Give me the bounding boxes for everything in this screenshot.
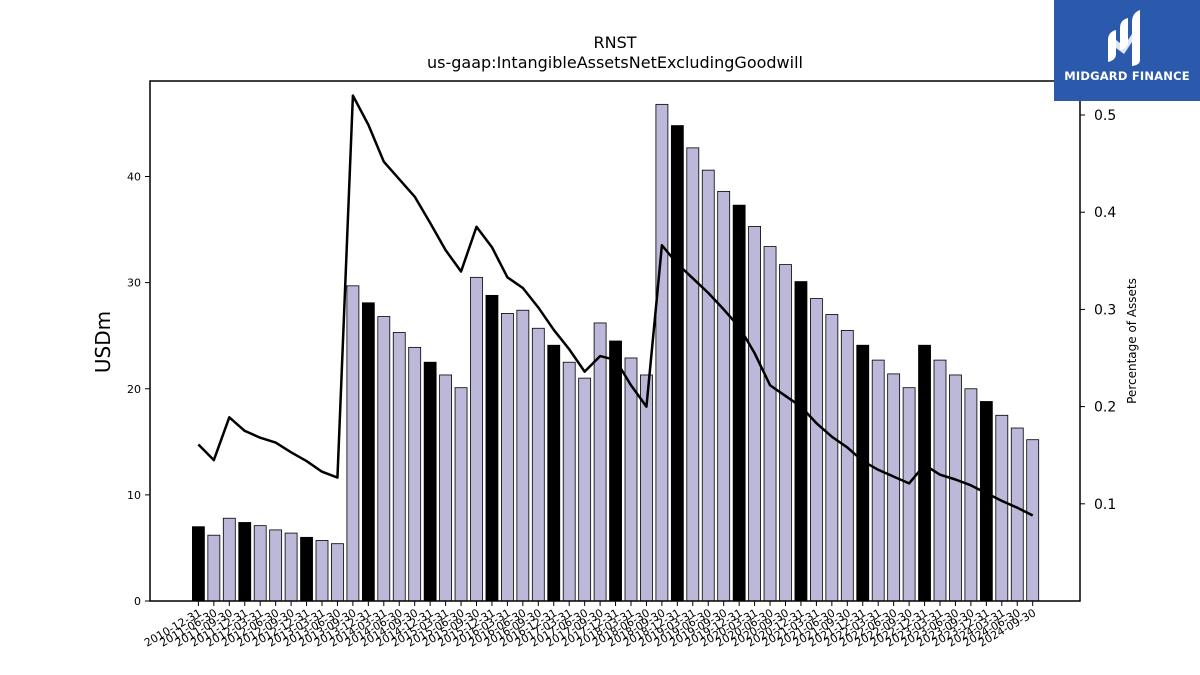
bar	[578, 377, 592, 602]
bar	[686, 147, 700, 602]
bar	[779, 264, 792, 602]
y2-axis-ticks: 0.1 0.2 0.3 0.4 0.5	[1080, 108, 1116, 513]
bar	[377, 316, 391, 602]
bar	[701, 169, 715, 602]
bar	[408, 346, 422, 602]
bar	[717, 190, 731, 602]
bar	[1010, 427, 1024, 602]
bar	[207, 534, 221, 602]
bar	[949, 374, 962, 602]
bar	[655, 103, 669, 602]
chart-subtitle: us-gaap:IntangibleAssetsNetExcludingGood…	[427, 53, 803, 72]
bar	[222, 517, 236, 602]
y-tick-label: 20	[127, 383, 141, 396]
logo-mark-icon	[1108, 10, 1140, 66]
bar	[856, 344, 870, 602]
y-axis-ticks: 0 10 20 30 40	[127, 171, 150, 608]
y-tick-label: 30	[127, 277, 141, 290]
bar	[933, 359, 947, 602]
bar	[439, 374, 453, 602]
bar	[331, 543, 344, 602]
bar	[284, 532, 298, 602]
bar	[995, 414, 1009, 602]
y2-tick-label: 0.1	[1094, 497, 1116, 513]
y2-tick-label: 0.4	[1094, 205, 1116, 221]
line-series-path	[197, 94, 1034, 517]
bar	[979, 401, 993, 602]
bar	[810, 298, 823, 602]
bar	[300, 536, 313, 602]
line-series	[197, 94, 1034, 517]
bar	[964, 388, 978, 602]
y2-tick-label: 0.5	[1094, 108, 1116, 124]
axes	[149, 80, 1081, 602]
bar	[423, 361, 437, 602]
bar	[887, 373, 901, 602]
bar	[238, 522, 252, 602]
bar	[516, 309, 530, 602]
bar	[485, 294, 499, 602]
plot-frame	[149, 80, 1081, 602]
bar	[315, 540, 329, 602]
chart-title: RNST	[593, 33, 636, 52]
bar	[640, 374, 653, 602]
bar	[825, 314, 839, 602]
midgard-finance-logo: MIDGARD FINANCE	[1054, 0, 1200, 101]
y-axis-label: USDm	[91, 311, 115, 373]
y2-axis-label: Percentage of Assets	[1125, 278, 1139, 404]
x-axis-ticks: 2010-12-312011-06-302011-09-302011-12-31…	[142, 601, 1038, 650]
bar	[902, 387, 916, 602]
bar	[593, 322, 607, 602]
bar	[392, 332, 406, 602]
bar	[500, 313, 514, 602]
y2-tick-label: 0.3	[1094, 302, 1116, 318]
bar	[609, 340, 622, 602]
bar-series	[191, 103, 1040, 602]
bar	[670, 125, 684, 602]
bar	[748, 225, 761, 602]
bar	[470, 276, 483, 602]
bar	[547, 344, 561, 602]
bar	[531, 327, 545, 602]
bar	[732, 204, 746, 602]
bar	[346, 285, 360, 602]
bar	[253, 525, 267, 602]
y-tick-label: 0	[134, 595, 141, 608]
y2-tick-label: 0.2	[1094, 400, 1116, 416]
bar	[918, 344, 931, 602]
bar	[454, 387, 468, 602]
bar	[562, 361, 576, 602]
bar	[794, 281, 808, 602]
bar	[361, 302, 375, 602]
y-tick-label: 40	[127, 171, 141, 184]
bar	[269, 529, 283, 602]
bar	[763, 246, 777, 602]
bar	[871, 359, 885, 602]
bar	[191, 526, 205, 602]
bar	[1026, 439, 1040, 602]
y-tick-label: 10	[127, 489, 141, 502]
logo-text: MIDGARD FINANCE	[1064, 69, 1190, 83]
bar	[840, 329, 854, 602]
bar	[624, 357, 638, 602]
